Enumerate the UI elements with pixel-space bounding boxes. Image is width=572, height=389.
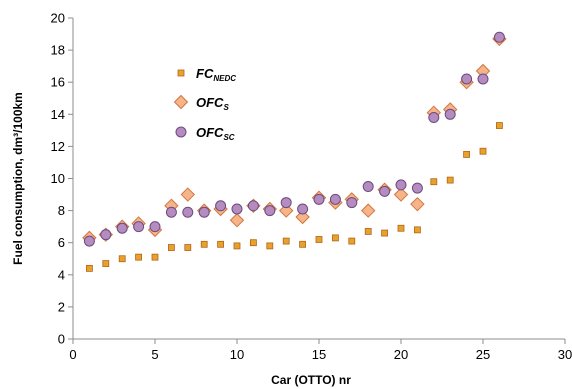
- legend-name: OFC: [196, 125, 224, 140]
- data-point-square: [102, 260, 110, 267]
- legend-label: OFCSC: [196, 125, 235, 142]
- y-tick-label: 14: [51, 107, 65, 122]
- data-point-circle: [428, 112, 440, 124]
- data-point-circle: [100, 229, 112, 241]
- data-point-circle: [362, 181, 374, 193]
- legend-marker-circle: [175, 126, 187, 138]
- x-tick-label: 30: [558, 347, 572, 362]
- x-tick-label: 0: [69, 347, 76, 362]
- data-point-square: [397, 224, 405, 232]
- data-point-square: [315, 236, 323, 243]
- x-tick-label: 15: [312, 347, 326, 362]
- data-point-square: [430, 178, 438, 186]
- data-point-square: [266, 242, 274, 250]
- data-point-diamond: [295, 209, 310, 225]
- data-point-square: [331, 234, 339, 242]
- y-tick-label: 12: [51, 139, 65, 154]
- data-point-circle: [297, 203, 309, 215]
- legend-marker-diamond: [173, 94, 189, 110]
- data-point-circle: [493, 31, 505, 43]
- data-point-square: [413, 226, 421, 234]
- data-point-square: [184, 244, 192, 251]
- data-point-circle: [477, 73, 489, 85]
- data-point-circle: [149, 221, 161, 233]
- x-tick-label: 20: [394, 347, 408, 362]
- data-point-square: [249, 239, 257, 247]
- y-tick-label: 8: [58, 203, 65, 218]
- data-point-circle: [280, 197, 292, 209]
- data-point-square: [217, 240, 225, 248]
- data-point-diamond: [229, 213, 245, 228]
- data-point-circle: [395, 179, 407, 191]
- data-point-diamond: [180, 187, 196, 202]
- legend-name: OFC: [196, 95, 224, 110]
- data-point-circle: [329, 193, 341, 205]
- data-point-square: [479, 147, 487, 155]
- data-point-square: [282, 237, 290, 245]
- x-axis-title: Car (OTTO) nr: [271, 373, 351, 387]
- data-point-square: [118, 255, 126, 263]
- data-point-square: [446, 176, 454, 184]
- legend-subscript: SC: [223, 133, 234, 142]
- data-point-square: [495, 122, 503, 129]
- legend-subscript: NEDC: [213, 74, 236, 83]
- data-point-circle: [182, 206, 194, 218]
- data-point-circle: [247, 200, 259, 212]
- data-point-circle: [313, 193, 325, 205]
- data-point-diamond: [360, 203, 376, 218]
- y-tick-label: 2: [58, 299, 65, 314]
- data-point-square: [200, 240, 208, 248]
- x-tick-label: 5: [151, 347, 158, 362]
- data-point-diamond: [410, 196, 425, 212]
- legend-label: OFCS: [196, 95, 229, 112]
- data-point-circle: [346, 197, 358, 209]
- y-tick-label: 16: [51, 75, 65, 90]
- data-point-circle: [444, 108, 456, 120]
- data-point-diamond: [278, 203, 294, 218]
- data-point-circle: [411, 182, 423, 194]
- y-axis-title: Fuel consumption, dm³/100km: [11, 92, 25, 265]
- x-tick-label: 10: [230, 347, 244, 362]
- data-point-circle: [198, 206, 210, 218]
- data-point-square: [233, 242, 241, 250]
- data-point-square: [167, 244, 175, 251]
- y-tick-label: 18: [51, 43, 65, 58]
- data-point-square: [86, 264, 93, 272]
- data-point-square: [348, 237, 356, 245]
- data-point-circle: [165, 206, 177, 218]
- data-point-circle: [133, 221, 145, 233]
- y-tick-label: 20: [51, 11, 65, 26]
- data-point-square: [135, 253, 143, 261]
- x-tick-label: 25: [476, 347, 490, 362]
- y-tick-label: 0: [58, 332, 65, 347]
- data-point-circle: [231, 203, 243, 215]
- data-point-square: [463, 151, 471, 158]
- legend-label: FCNEDC: [196, 66, 236, 83]
- data-point-square: [381, 229, 389, 237]
- data-point-circle: [83, 235, 95, 247]
- data-point-diamond: [393, 187, 409, 202]
- data-point-circle: [461, 73, 473, 85]
- data-point-circle: [379, 185, 391, 197]
- y-tick-label: 6: [58, 235, 65, 250]
- legend-subscript: S: [223, 103, 229, 112]
- data-point-square: [364, 228, 372, 235]
- data-point-circle: [215, 200, 227, 212]
- data-point-square: [299, 240, 307, 248]
- data-point-square: [151, 253, 159, 261]
- data-point-circle: [116, 222, 128, 234]
- y-tick-label: 4: [58, 267, 65, 282]
- y-tick-label: 10: [51, 171, 65, 186]
- data-point-circle: [264, 205, 276, 217]
- legend-marker-square: [177, 69, 185, 77]
- legend-name: FC: [196, 66, 214, 81]
